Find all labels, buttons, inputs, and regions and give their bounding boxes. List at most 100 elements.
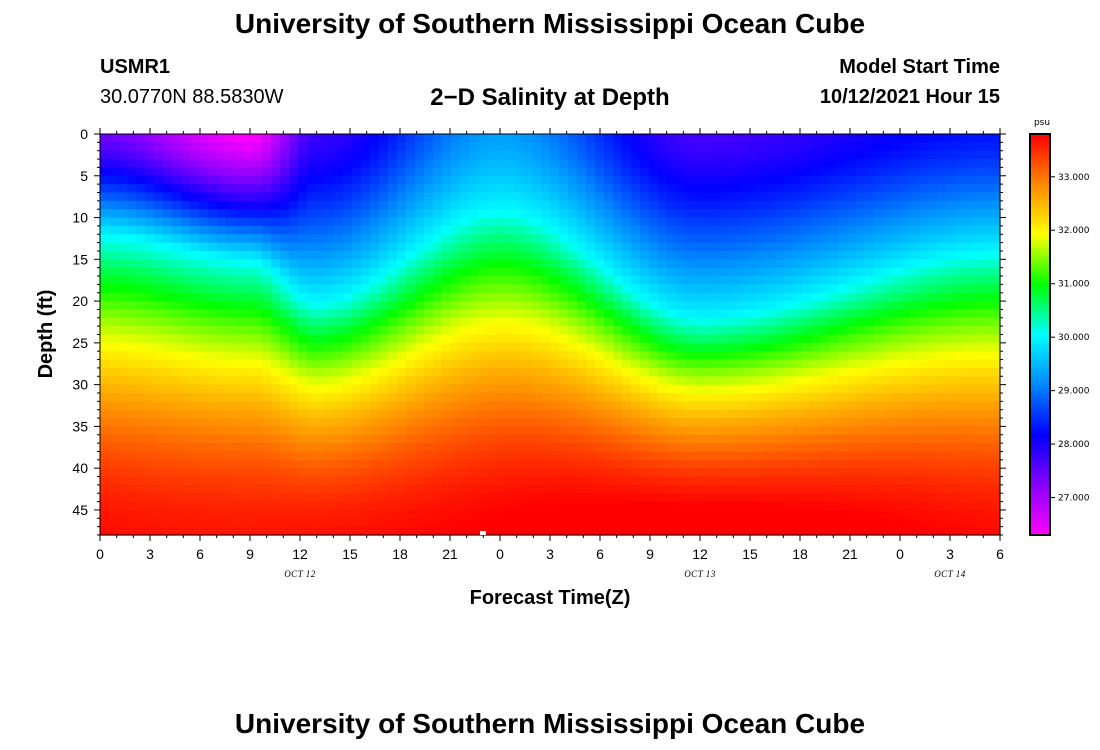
heatmap-cell	[901, 326, 911, 336]
heatmap-cell	[271, 209, 281, 219]
heatmap-cell	[856, 409, 866, 419]
heatmap-cell	[217, 426, 227, 436]
heatmap-cell	[469, 134, 479, 143]
heatmap-cell	[379, 392, 389, 402]
x-tick-label: 3	[546, 546, 554, 562]
heatmap-cell	[163, 276, 173, 285]
heatmap-cell	[433, 526, 443, 536]
heatmap-cell	[613, 384, 623, 394]
heatmap-cell	[793, 367, 803, 377]
heatmap-cell	[586, 409, 596, 419]
heatmap-cell	[937, 192, 947, 202]
heatmap-cell	[298, 409, 308, 419]
heatmap-cell	[280, 217, 290, 227]
heatmap-cell	[235, 167, 245, 177]
heatmap-cell	[271, 334, 281, 344]
heatmap-cell	[658, 276, 668, 285]
heatmap-cell	[928, 468, 938, 478]
heatmap-cell	[514, 526, 524, 536]
heatmap-cell	[865, 150, 875, 160]
heatmap-cell	[523, 518, 533, 528]
heatmap-cell	[370, 284, 380, 294]
heatmap-cell	[982, 242, 992, 252]
heatmap-cell	[730, 142, 740, 152]
heatmap-cell	[946, 367, 956, 377]
heatmap-cell	[748, 376, 758, 386]
heatmap-cell	[568, 175, 578, 185]
heatmap-cell	[613, 459, 623, 469]
heatmap-cell	[172, 175, 182, 185]
heatmap-cell	[388, 184, 398, 194]
heatmap-cell	[334, 250, 344, 260]
heatmap-cell	[163, 509, 173, 519]
heatmap-cell	[514, 468, 524, 478]
heatmap-cell	[280, 259, 290, 269]
heatmap-cell	[298, 401, 308, 411]
heatmap-cell	[739, 409, 749, 419]
heatmap-cell	[541, 426, 551, 436]
heatmap-cell	[298, 509, 308, 519]
heatmap-cell	[604, 217, 614, 227]
heatmap-cell	[892, 225, 902, 235]
heatmap-cell	[982, 317, 992, 327]
heatmap-cell	[478, 367, 488, 377]
heatmap-cell	[748, 167, 758, 177]
heatmap-cell	[496, 175, 506, 185]
heatmap-cell	[244, 392, 254, 402]
heatmap-cell	[676, 418, 686, 427]
heatmap-cell	[712, 209, 722, 219]
heatmap-cell	[190, 367, 200, 377]
heatmap-cell	[244, 317, 254, 327]
heatmap-cell	[307, 493, 317, 503]
heatmap-cell	[361, 518, 371, 528]
heatmap-cell	[550, 326, 560, 336]
heatmap-cell	[712, 334, 722, 344]
heatmap-cell	[307, 451, 317, 461]
heatmap-cell	[442, 418, 452, 427]
heatmap-cell	[433, 392, 443, 402]
heatmap-cell	[577, 334, 587, 344]
heatmap-cell	[532, 276, 542, 285]
heatmap-cell	[136, 292, 146, 302]
heatmap-cell	[325, 192, 335, 202]
heatmap-cell	[343, 518, 353, 528]
heatmap-cell	[379, 468, 389, 478]
heatmap-cell	[154, 476, 164, 486]
heatmap-cell	[199, 409, 209, 419]
heatmap-cell	[604, 484, 614, 494]
heatmap-cell	[775, 468, 785, 478]
heatmap-cell	[748, 384, 758, 394]
heatmap-cell	[901, 267, 911, 277]
heatmap-cell	[595, 276, 605, 285]
heatmap-cell	[640, 284, 650, 294]
heatmap-cell	[145, 134, 155, 143]
heatmap-cell	[757, 234, 767, 244]
heatmap-cell	[676, 434, 686, 444]
heatmap-cell	[964, 509, 974, 519]
heatmap-cell	[487, 418, 497, 427]
heatmap-cell	[901, 418, 911, 427]
heatmap-cell	[685, 468, 695, 478]
heatmap-cell	[964, 209, 974, 219]
heatmap-cell	[910, 175, 920, 185]
heatmap-cell	[568, 409, 578, 419]
heatmap-cell	[550, 192, 560, 202]
heatmap-cell	[307, 225, 317, 235]
heatmap-cell	[748, 493, 758, 503]
heatmap-cell	[892, 493, 902, 503]
heatmap-cell	[766, 150, 776, 160]
heatmap-cell	[622, 209, 632, 219]
heatmap-cell	[334, 484, 344, 494]
heatmap-cell	[622, 142, 632, 152]
heatmap-cell	[136, 418, 146, 427]
heatmap-cell	[901, 217, 911, 227]
heatmap-cell	[136, 392, 146, 402]
heatmap-cell	[937, 284, 947, 294]
heatmap-cell	[271, 259, 281, 269]
heatmap-cell	[172, 501, 182, 511]
heatmap-cell	[604, 284, 614, 294]
heatmap-cell	[109, 509, 119, 519]
salinity-heatmap	[100, 134, 1001, 536]
heatmap-cell	[388, 443, 398, 453]
heatmap-cell	[955, 351, 965, 361]
